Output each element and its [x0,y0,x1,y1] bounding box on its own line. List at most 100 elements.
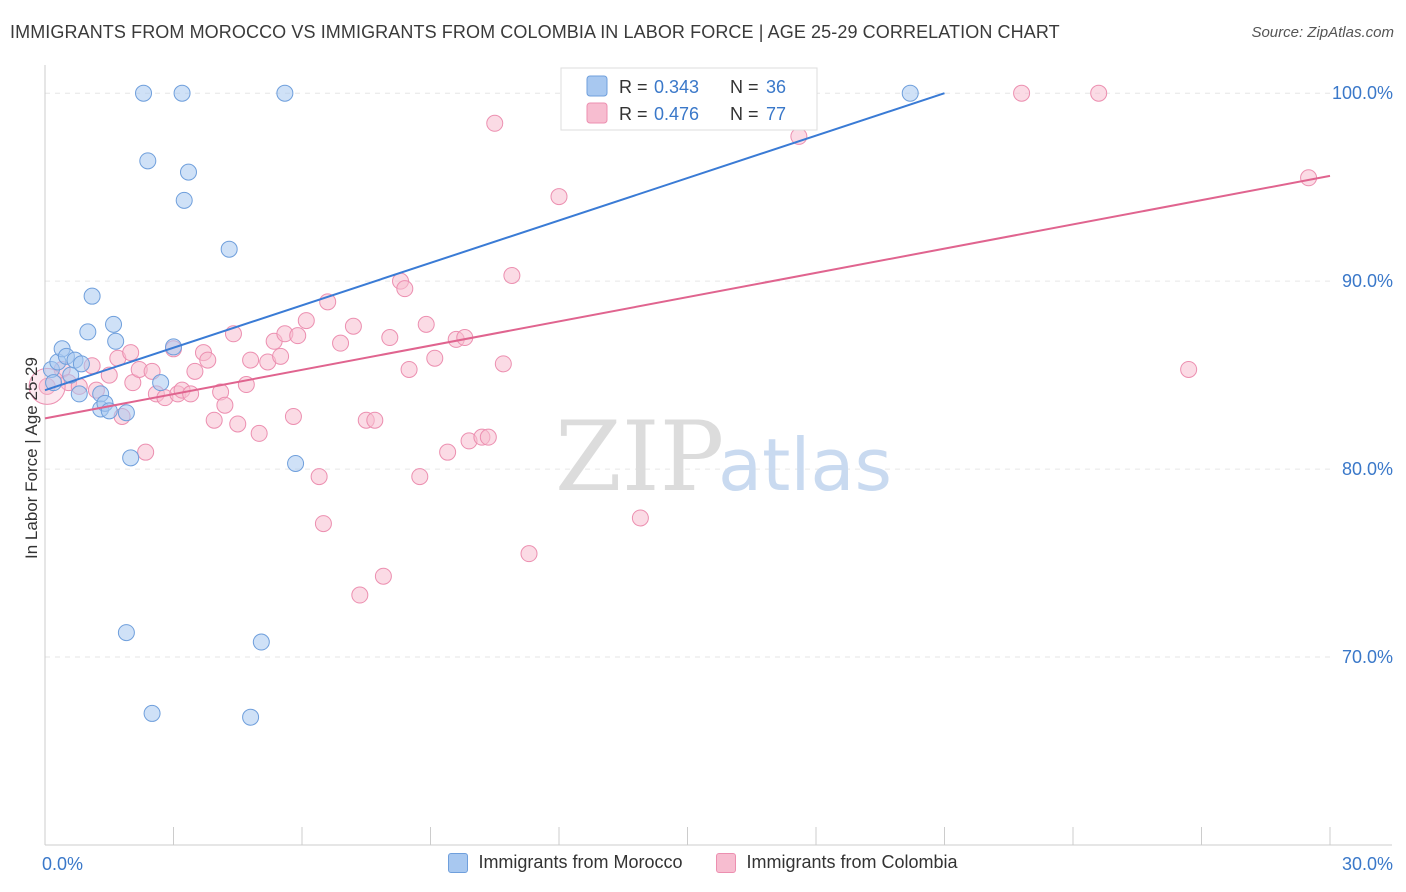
colombia-point [137,443,155,461]
legend-n-value-colombia: 77 [766,104,786,124]
watermark-atlas: atlas [718,423,892,507]
colombia-point [310,468,328,486]
colombia-point [381,329,399,347]
legend-item-colombia: Immigrants from Colombia [716,852,958,873]
stats-legend: R = 0.343 N = 36 R = 0.476 N = 77 [560,67,818,131]
colombia-point [417,315,435,333]
colombia-point [250,424,268,442]
series-morocco-points [42,84,919,726]
colombia-point [242,351,260,369]
morocco-point [252,633,270,651]
colombia-point [297,312,315,330]
morocco-point [107,332,125,350]
legend-r-label-morocco: R = [619,77,648,97]
colombia-point [503,267,521,285]
morocco-point [117,404,135,422]
colombia-point [400,360,418,378]
colombia-point [1300,169,1318,187]
morocco-point [242,708,260,726]
morocco-point [135,84,153,102]
colombia-point [216,396,234,414]
colombia-point [374,567,392,585]
y-tick-label: 100.0% [1332,83,1393,103]
colombia-point [520,545,538,563]
morocco-point [83,287,101,305]
morocco-point [70,385,88,403]
colombia-point [182,385,200,403]
colombia-point [550,188,568,206]
colombia-point [199,351,217,369]
morocco-point [173,84,191,102]
legend-item-morocco: Immigrants from Morocco [448,852,682,873]
watermark: ZIP atlas [555,401,892,513]
morocco-point [179,163,197,181]
legend-n-label-colombia: N = [730,104,759,124]
morocco-point [139,152,157,170]
colombia-point [186,362,204,380]
morocco-point [105,315,123,333]
morocco-point [287,454,305,472]
legend-r-label-colombia: R = [619,104,648,124]
chart-title: IMMIGRANTS FROM MOROCCO VS IMMIGRANTS FR… [10,22,1060,42]
y-tick-labels: 70.0% 80.0% 90.0% 100.0% [1332,83,1393,667]
colombia-point [332,334,350,352]
watermark-zip: ZIP [555,401,724,513]
x-tick-labels: 0.0% 30.0% [42,854,1393,874]
colombia-point [351,586,369,604]
morocco-point [276,84,294,102]
y-tick-label: 90.0% [1342,271,1393,291]
morocco-point [72,355,90,373]
legend-swatch-colombia [586,102,608,124]
trend-line-colombia [44,174,1331,420]
colombia-point [272,347,290,365]
colombia-point [289,327,307,345]
colombia-point [1013,84,1031,102]
colombia-point [314,515,332,533]
colombia-point [486,114,504,132]
series-colombia-points [28,84,1318,604]
colombia-point [494,355,512,373]
legend-n-label-morocco: N = [730,77,759,97]
colombia-point [1180,360,1198,378]
colombia-point [396,280,414,298]
legend-n-value-morocco: 36 [766,77,786,97]
morocco-point [901,84,919,102]
legend-r-value-colombia: 0.476 [654,104,699,124]
colombia-point [284,407,302,425]
colombia-point [344,317,362,335]
x-tick-label-max: 30.0% [1342,854,1393,874]
legend-swatch-morocco-bottom [448,852,469,873]
colombia-point [631,509,649,527]
morocco-point [175,191,193,209]
colombia-point [479,428,497,446]
colombia-point [143,362,161,380]
morocco-point [152,374,170,392]
colombia-point [1090,84,1108,102]
axes [44,65,1392,846]
morocco-point [122,449,140,467]
y-axis-label: In Labor Force | Age 25-29 [22,357,41,559]
trend-line-morocco [44,92,945,392]
legend-label-morocco: Immigrants from Morocco [478,852,683,872]
legend-r-value-morocco: 0.343 [654,77,699,97]
source-label: Source: ZipAtlas.com [1251,24,1394,41]
colombia-point [122,344,140,362]
morocco-point [79,323,97,341]
colombia-point [229,415,247,433]
legend-swatch-morocco [586,75,608,97]
legend-label-colombia: Immigrants from Colombia [746,852,958,872]
colombia-point [205,411,223,429]
x-tick-label-min: 0.0% [42,854,83,874]
trend-lines [44,92,1331,420]
y-tick-label: 80.0% [1342,459,1393,479]
colombia-point [426,349,444,367]
colombia-point [366,411,384,429]
legend-swatch-colombia-bottom [716,852,737,873]
colombia-point [411,468,429,486]
morocco-point [220,240,238,258]
colombia-point [439,443,457,461]
morocco-point [117,624,135,642]
y-tick-label: 70.0% [1342,647,1393,667]
series-legend: Immigrants from Morocco Immigrants from … [0,852,1406,873]
